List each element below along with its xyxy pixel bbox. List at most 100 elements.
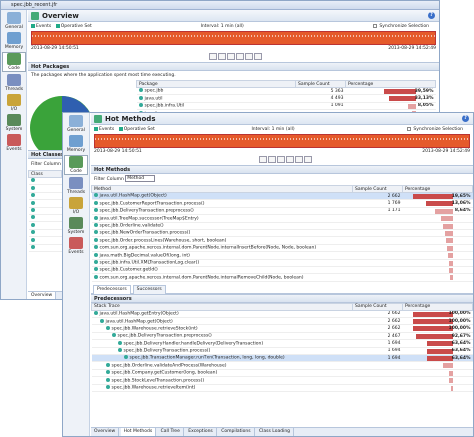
bottom-tab-hot-methods[interactable]: Hot Methods xyxy=(120,428,157,436)
bottom-tab-overview[interactable]: Overview xyxy=(28,292,57,299)
table-row[interactable]: spec.jbb.DeliveryHandler.handleDelivery(… xyxy=(91,339,473,348)
sidebar-events[interactable]: Events xyxy=(2,134,26,152)
table-row[interactable]: spec.jbb.DeliveryTransaction.preprocess(… xyxy=(91,332,473,341)
pan-right-button[interactable] xyxy=(235,53,244,60)
sidebar-io[interactable]: I/O xyxy=(64,197,88,215)
table-row[interactable] xyxy=(28,214,62,223)
filter-column-select[interactable]: Method xyxy=(125,175,156,182)
sidebar-code[interactable]: Code xyxy=(64,155,88,175)
pan-left-button[interactable] xyxy=(277,156,286,163)
col-sample-count[interactable]: Sample Count xyxy=(352,185,403,193)
col-percentage[interactable]: Percentage xyxy=(345,80,436,88)
table-row[interactable] xyxy=(28,229,62,238)
method-icon xyxy=(105,370,110,375)
table-row[interactable]: spec.jbb.TransactionManager.runTxn(Trans… xyxy=(91,354,473,363)
table-row[interactable]: spec.jbb.Orderline.validateAndProcess(Wa… xyxy=(91,361,473,370)
table-row[interactable] xyxy=(28,199,62,208)
lock-button[interactable] xyxy=(253,53,262,60)
sidebar-general[interactable]: General xyxy=(64,115,88,133)
sidebar-memory[interactable]: Memory xyxy=(64,135,88,153)
pan-right-button[interactable] xyxy=(286,156,295,163)
zoom-out-button[interactable] xyxy=(268,156,277,163)
col-sample-count[interactable]: Sample Count xyxy=(295,80,346,88)
table-row[interactable]: spec.jbb.infra.Util.XMLTransactionLog.cl… xyxy=(91,259,473,267)
bottom-tab-exceptions[interactable]: Exceptions xyxy=(185,428,217,436)
table-row[interactable]: spec.jbb.Order.processLines(Warehouse, s… xyxy=(91,236,473,245)
table-row[interactable]: java.util.HashMap.getEntry(Object) 2 662 1… xyxy=(91,310,473,319)
bottom-tab-call-tree[interactable]: Call Tree xyxy=(158,428,184,436)
table-row[interactable]: spec.jbb.NewOrderTransaction.process() xyxy=(91,229,473,238)
table-row[interactable]: com.sun.org.apache.xerces.internal.dom.P… xyxy=(91,244,473,253)
zoom-in-button[interactable] xyxy=(259,156,268,163)
table-row[interactable]: java.util.HashMap.get(Object) 2 662 19,65% xyxy=(91,192,473,201)
class-icon xyxy=(30,244,35,249)
col-sample-count[interactable]: Sample Count xyxy=(352,302,403,311)
table-row[interactable]: spec.jbb.Warehouse.retrieveItem(int) xyxy=(91,384,473,393)
col-method[interactable]: Method xyxy=(91,185,353,193)
table-row[interactable] xyxy=(28,184,62,193)
table-row[interactable]: spec.jbb.Company.getCustomer(long, boole… xyxy=(91,369,473,378)
bottom-tab-overview[interactable]: Overview xyxy=(91,428,120,436)
table-row[interactable]: spec.jbb.Orderline.validate() xyxy=(91,222,473,230)
table-row[interactable]: java.math.BigDecimal.valueOf(long, int) xyxy=(91,251,473,260)
sidebar-threads[interactable]: Threads xyxy=(64,177,88,195)
table-row[interactable]: spec.jbb.DeliveryTransaction.preprocess(… xyxy=(91,207,473,216)
zoom-fit-button[interactable] xyxy=(244,53,253,60)
operative-checkbox[interactable] xyxy=(118,126,123,131)
bottom-tab-class-loading[interactable]: Class Loading xyxy=(256,428,295,436)
table-row[interactable]: spec.jbb.Customer.getId() xyxy=(91,266,473,275)
sync-checkbox[interactable] xyxy=(373,23,378,28)
sidebar-threads[interactable]: Threads xyxy=(2,74,26,92)
table-row[interactable]: com.sun.org.apache.xerces.internal.dom.P… xyxy=(91,273,473,282)
zoom-out-button[interactable] xyxy=(217,53,226,60)
sidebar-system[interactable]: System xyxy=(2,114,26,132)
table-row[interactable] xyxy=(28,221,62,230)
help-icon[interactable]: ? xyxy=(462,115,469,122)
table-row[interactable]: java.util 4 493 33,13% xyxy=(136,94,436,103)
row-percentage xyxy=(402,376,473,385)
pan-left-button[interactable] xyxy=(226,53,235,60)
table-row[interactable] xyxy=(28,244,62,252)
tab-successors[interactable]: Successors xyxy=(132,284,166,294)
method-icon xyxy=(93,245,98,250)
table-row[interactable] xyxy=(28,192,62,201)
bottom-tab-compilations[interactable]: Compilations xyxy=(218,428,255,436)
help-icon[interactable]: ? xyxy=(428,12,435,19)
table-row[interactable]: spec.jbb.DeliveryTransaction.process() 1 … xyxy=(91,347,473,356)
timeline-graph[interactable] xyxy=(94,134,470,148)
sidebar-memory[interactable]: Memory xyxy=(2,32,26,50)
timeline-graph[interactable] xyxy=(31,31,436,45)
lock-button[interactable] xyxy=(304,156,313,163)
table-row[interactable]: spec.jbb 5 363 39,59% xyxy=(136,87,436,96)
table-row[interactable] xyxy=(28,236,62,245)
class-icon xyxy=(30,208,35,212)
row-count: 1 694 xyxy=(352,354,403,363)
events-checkbox[interactable] xyxy=(31,23,35,28)
table-row[interactable]: spec.jbb.infra.Util 1 091 8,05% xyxy=(136,102,436,111)
page-title: Hot Methods? xyxy=(91,113,473,125)
table-row[interactable]: spec.jbb.StockLevelTransaction.process() xyxy=(91,376,473,385)
sidebar-io[interactable]: I/O xyxy=(2,94,26,112)
table-row[interactable] xyxy=(28,177,62,186)
col-package[interactable]: Package xyxy=(136,80,296,88)
table-row[interactable]: spec.jbb.Warehouse.retrieveStock(int) 2 6… xyxy=(91,324,473,333)
operative-checkbox[interactable] xyxy=(55,23,60,28)
events-checkbox[interactable] xyxy=(94,126,98,131)
table-row[interactable]: java.util.TreeMap.successor(TreeMap$Entr… xyxy=(91,214,473,223)
zoom-in-button[interactable] xyxy=(208,53,217,60)
table-row[interactable]: spec.jbb.CustomerReportTransaction.proce… xyxy=(91,199,473,208)
sync-checkbox[interactable] xyxy=(407,126,412,131)
col-percentage[interactable]: Percentage xyxy=(402,185,473,193)
col-stack-trace[interactable]: Stack Trace xyxy=(91,302,353,311)
zoom-fit-button[interactable] xyxy=(295,156,304,163)
col-percentage[interactable]: Percentage xyxy=(402,302,473,311)
sidebar-general[interactable]: General xyxy=(2,12,26,30)
sidebar-code[interactable]: Code xyxy=(2,52,26,72)
col-class[interactable]: Class xyxy=(28,170,62,178)
table-row[interactable]: java.util.HashMap.get(Object) 2 662 100,00… xyxy=(91,317,473,326)
table-row[interactable] xyxy=(28,207,62,215)
editor-tab-title[interactable]: spec.jbb_recent.jfr xyxy=(1,1,439,10)
sidebar-system[interactable]: System xyxy=(64,217,88,235)
sidebar-events[interactable]: Events xyxy=(64,237,88,255)
tab-predecessors[interactable]: Predecessors xyxy=(93,284,131,294)
